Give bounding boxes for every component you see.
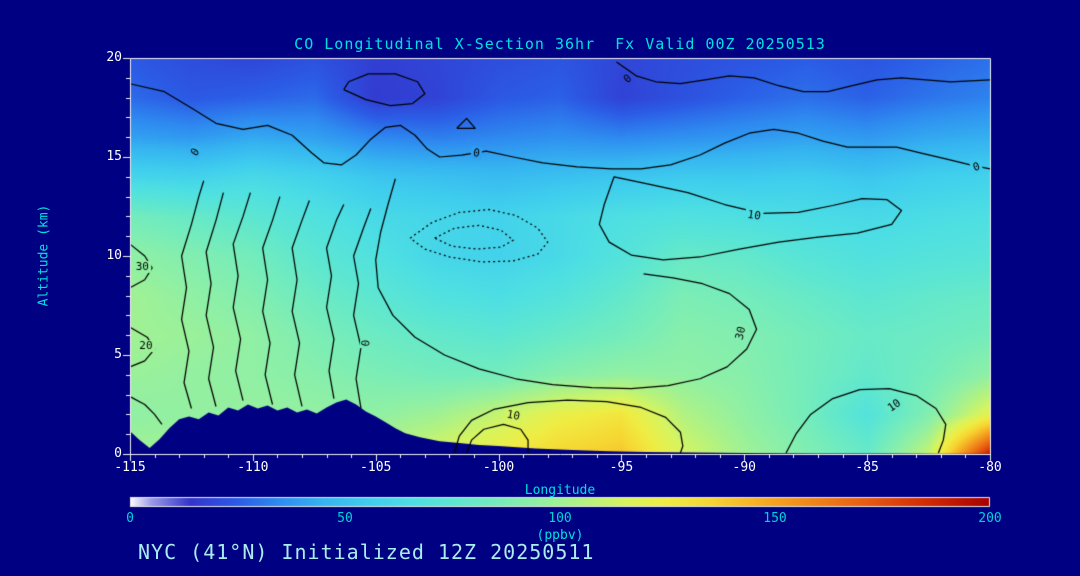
x-tick-label: -85 <box>855 460 879 475</box>
colorbar-tick-label: 200 <box>978 511 1002 526</box>
x-tick-label: -95 <box>609 460 634 475</box>
x-tick-label: -90 <box>732 460 757 475</box>
x-tick-label: -80 <box>978 460 1002 475</box>
x-tick-label: -100 <box>482 460 515 475</box>
x-tick-label: -115 <box>114 460 146 475</box>
y-axis-title: Altitude (km) <box>36 204 52 307</box>
y-tick-label: 0 <box>114 446 122 461</box>
x-tick-label: -110 <box>237 460 269 475</box>
y-tick-label: 10 <box>106 248 122 263</box>
colorbar-tick-label: 0 <box>126 511 134 526</box>
chart-title: CO Longitudinal X-Section 36hr Fx Valid … <box>294 35 826 53</box>
x-axis-title: Longitude <box>524 483 596 498</box>
y-tick-label: 5 <box>114 347 122 362</box>
y-tick-label: 20 <box>106 50 122 65</box>
colorbar-tick-label: 150 <box>763 511 787 526</box>
y-tick-label: 15 <box>106 149 122 164</box>
init-annotation: NYC (41°N) Initialized 12Z 20250511 <box>138 540 595 564</box>
colorbar-units: (ppbv) <box>536 528 584 543</box>
x-tick-label: -105 <box>360 460 392 475</box>
colorbar-tick-label: 50 <box>337 511 353 526</box>
colorbar-tick-label: 100 <box>548 511 572 526</box>
